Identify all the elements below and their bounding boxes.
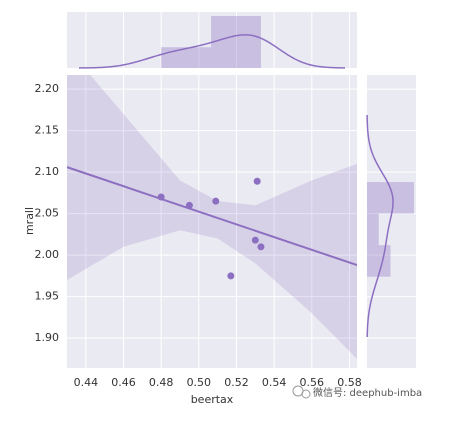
point [251,236,259,244]
y-tick-label: 2.10 [35,165,60,178]
x-hist-bar [211,16,261,68]
point [227,272,235,280]
watermark-icon [292,385,311,399]
x-tick-label: 0.52 [224,376,249,389]
x-tick-label: 0.44 [74,376,99,389]
y-axis-label: mrall [23,207,36,235]
y-tick-label: 2.00 [35,248,60,261]
y-hist-bar [367,245,391,277]
y-hist-bar [367,213,379,246]
y-tick-label: 1.95 [35,290,60,303]
x-axis-label: beertax [191,393,234,406]
main-panel [67,75,357,368]
right-panel [367,75,416,368]
x-tick-label: 0.56 [300,376,325,389]
y-tick-label: 2.15 [35,124,60,137]
x-tick-label: 0.50 [187,376,212,389]
point [253,177,261,185]
x-kde-curve [78,34,346,69]
watermark: 微信号: deephub-imba [313,386,422,399]
point [257,243,265,251]
x-hist-bar [161,47,212,68]
regression-line [67,166,357,267]
point [185,201,193,209]
x-tick-label: 0.48 [149,376,174,389]
x-tick-label: 0.58 [337,376,362,389]
y-tick-label: 2.05 [35,207,60,220]
point [157,193,165,201]
x-tick-label: 0.54 [262,376,287,389]
y-tick-label: 1.90 [35,331,60,344]
top-panel [67,12,357,68]
y-tick-label: 2.20 [35,82,60,95]
x-tick-label: 0.46 [111,376,136,389]
point [212,197,220,205]
y-kde-curve [366,114,394,338]
